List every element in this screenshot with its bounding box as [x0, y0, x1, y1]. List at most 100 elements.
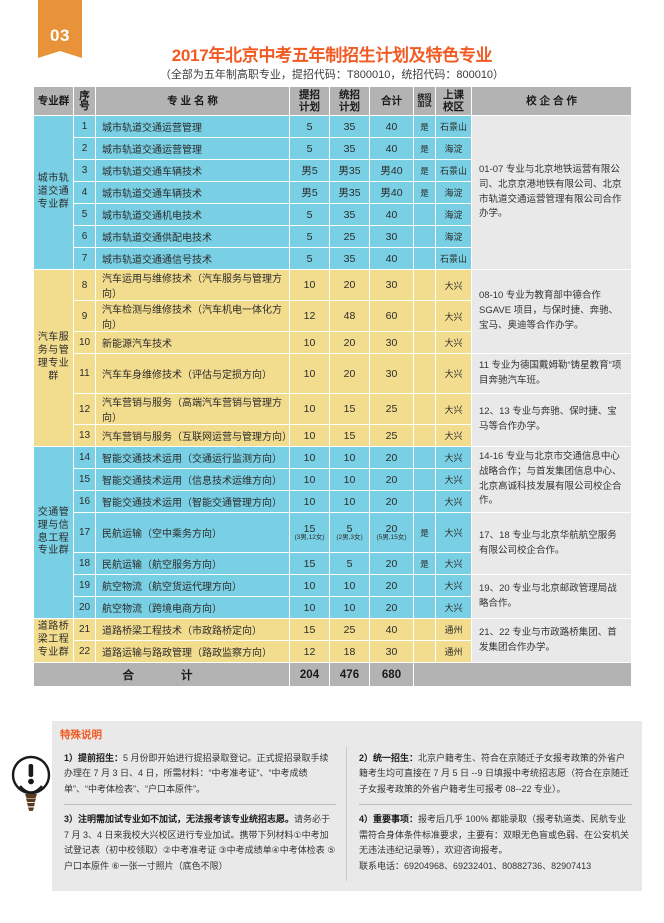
col-header-jiashi: 统招 加试 [413, 86, 436, 116]
table-row: 16 智能交通技术运用（智能交通管理方向） 10 10 20 大兴 [34, 490, 632, 513]
col-header-tong-line1: 统招 [339, 88, 360, 101]
major-name: 城市轨道交通供配电技术 [95, 225, 290, 248]
cooperation-note: 12、13 专业与奔驰、保时捷、宝马等合作办学。 [471, 393, 632, 447]
total-plan: 30 [369, 269, 414, 301]
page-title: 2017年北京中考五年制招生计划及特色专业 [171, 46, 493, 65]
campus: 海淀 [435, 137, 472, 160]
table-header: 专业群 序号 专 业 名 称 提招 计划 统招 计划 合计 统招 加试 上课 [33, 86, 632, 116]
ti-plan: 10 [289, 269, 330, 301]
tong-plan: 35 [329, 137, 370, 160]
note-4: 4）重要事项：报考后几乎 100% 都能录取（报考轨道类、民航专业需符合身体条件… [359, 804, 632, 881]
total-sum: 680 [369, 662, 414, 687]
note-3: 3）注明需加试专业如不加试，无法报考该专业统招志愿。请务必于 7 月 3、4 日… [64, 804, 336, 881]
ti-plan: 10 [289, 393, 330, 425]
note-2-text: 北京户籍考生、符合在京随迁子女报考政策的外省户籍考生均可直接在 7 月 5 日 … [359, 753, 630, 794]
total-label: 合 计 [33, 662, 290, 687]
table-body: 城市轨道交通专业群 1 城市轨道交通运营管理 5 35 40 是石景山 01-07 专业与北京… [33, 115, 632, 687]
group-label-2: 交通管理与信息工程专业群 [33, 446, 74, 619]
group-label-3: 道路桥梁工程专业群 [33, 618, 74, 663]
table-row: 12 汽车营销与服务（高端汽车营销与管理方向） 10 15 25 大兴 12、13 专业与奔… [34, 393, 632, 447]
campus: 大兴 [435, 353, 472, 394]
col-header-name: 专 业 名 称 [95, 86, 290, 116]
extra-test-flag [413, 225, 436, 248]
total-plan: 20 [369, 596, 414, 619]
ti-plan: 10 [289, 446, 330, 469]
table-row: 汽车服务与管理专业群 8 汽车运用与维修技术（汽车服务与管理方向） 10 20 30 大兴 0… [33, 269, 632, 447]
major-name: 汽车营销与服务（高端汽车营销与管理方向） [95, 393, 290, 425]
extra-test-flag: 是 [413, 181, 436, 204]
page-number-tab: 03 [38, 0, 82, 58]
major-name: 城市轨道交通机电技术 [95, 203, 290, 226]
major-name: 城市轨道交通车辆技术 [95, 181, 290, 204]
campus: 大兴 [435, 574, 472, 597]
note-1-text: 5 月份即开始进行提招录取登记。正式提招录取手续办理在 7 月 3 日、4 日，… [64, 753, 329, 794]
tong-plan: 10 [329, 490, 370, 513]
ti-plan: 5 [289, 115, 330, 138]
campus: 通州 [435, 618, 472, 641]
total-plan: 40 [369, 247, 414, 270]
row-number: 8 [73, 269, 96, 301]
note-4-text: 报考后几乎 100% 都能录取（报考轨道类、民航专业需符合身体条件标准要求，主要… [359, 814, 630, 856]
campus: 大兴 [435, 269, 472, 301]
total-plan: 40 [369, 203, 414, 226]
ti-plan: 15 [289, 552, 330, 575]
row-number: 14 [73, 446, 96, 469]
table-row: 20 航空物流（跨境电商方向） 10 10 20 大兴 [34, 596, 632, 619]
table-row: 15 智能交通技术运用（信息技术运维方向） 10 10 20 大兴 [34, 468, 632, 491]
table-row: 9 汽车检测与维修技术（汽车机电一体化方向） 12 48 60 大兴 [34, 300, 632, 332]
total-ti: 204 [289, 662, 330, 687]
extra-test-flag [413, 446, 436, 469]
campus: 石景山 [435, 115, 472, 138]
note-4-label: 4）重要事项： [359, 814, 419, 825]
extra-test-flag [413, 618, 436, 641]
extra-test-flag: 是 [413, 137, 436, 160]
major-name: 新能源汽车技术 [95, 331, 290, 354]
cooperation-note: 01-07 专业与北京地铁运营有限公司、北京京港地铁有限公司、北京市轨道交通运营… [471, 115, 632, 270]
tong-plan: 15 [329, 393, 370, 425]
total-plan: 25 [369, 393, 414, 425]
special-notes-panel: 特殊说明 1）提前招生：5 月份即开始进行提招录取登记。正式提招录取手续办理在 … [52, 721, 642, 892]
ti-plan: 10 [289, 424, 330, 447]
major-name: 智能交通技术运用（智能交通管理方向） [95, 490, 290, 513]
major-name: 汽车检测与维修技术（汽车机电一体化方向） [95, 300, 290, 332]
ti-plan: 5 [289, 203, 330, 226]
table-row: 道路桥梁工程专业群 21 道路桥梁工程技术（市政路桥定向） 15 25 40 通州 21、22… [33, 618, 632, 663]
extra-test-flag [413, 247, 436, 270]
cooperation-note: 08-10 专业为教育部中德合作 SGAVE 项目，与保时捷、奔驰、宝马、奥迪等… [471, 269, 632, 354]
total-plan: 20 [369, 446, 414, 469]
table-row: 6 城市轨道交通供配电技术 5 25 30 海淀 [34, 225, 632, 248]
table-row: 22 道路运输与路政管理（路政监察方向） 12 18 30 通州 [34, 640, 632, 663]
ti-plan: 10 [289, 331, 330, 354]
row-number: 2 [73, 137, 96, 160]
total-plan: 40 [369, 618, 414, 641]
admission-plan-table-wrap: 专业群 序号 专 业 名 称 提招 计划 统招 计划 合计 统招 加试 上课 [33, 86, 632, 687]
ti-plan: 5 [289, 225, 330, 248]
col-header-campus-line2: 校区 [443, 101, 464, 113]
extra-test-flag [413, 596, 436, 619]
tong-plan: 35 [329, 115, 370, 138]
ti-plan: 15 [289, 618, 330, 641]
total-plan: 20 [369, 490, 414, 513]
ti-plan: 15 (3男,12女) [289, 512, 330, 553]
major-name: 道路运输与路政管理（路政监察方向） [95, 640, 290, 663]
campus: 大兴 [435, 512, 472, 553]
campus: 大兴 [435, 331, 472, 354]
row-number: 21 [73, 618, 96, 641]
tong-plan: 48 [329, 300, 370, 332]
row-number: 11 [73, 353, 96, 394]
cooperation-note: 14-16 专业与北京市交通信息中心战略合作；与首发集团信息中心、北京高诚科技发… [471, 446, 632, 513]
total-plan: 30 [369, 331, 414, 354]
special-notes-heading: 特殊说明 [60, 729, 102, 741]
row-number: 7 [73, 247, 96, 270]
total-plan: 30 [369, 640, 414, 663]
col-header-campus-line1: 上课 [443, 88, 464, 101]
extra-test-flag [413, 203, 436, 226]
ti-plan: 10 [289, 468, 330, 491]
col-header-tong-line2: 计划 [339, 101, 360, 113]
tong-plan: 20 [329, 269, 370, 301]
row-number: 10 [73, 331, 96, 354]
row-number: 1 [73, 115, 96, 138]
row-number: 18 [73, 552, 96, 575]
campus: 海淀 [435, 225, 472, 248]
row-number: 3 [73, 159, 96, 182]
